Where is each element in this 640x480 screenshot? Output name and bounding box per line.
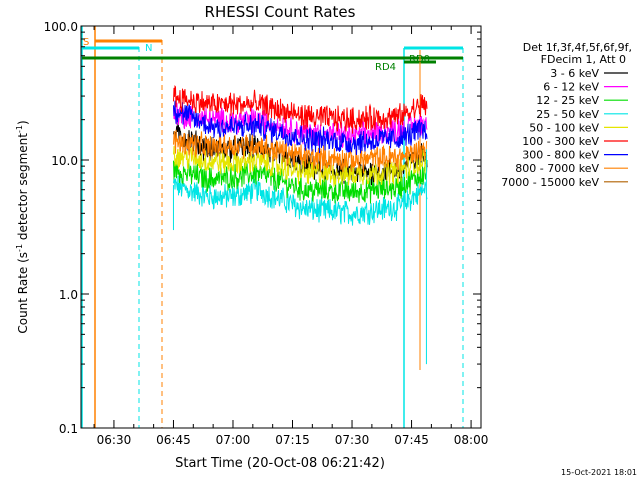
y-axis-label-part2: detector segment [16,133,30,244]
y-tick-label: 0.1 [59,422,78,436]
series-line-2 [173,159,428,204]
annotation-n: N [145,43,152,54]
y-tick-label: 1.0 [59,288,78,302]
annotation-rd4: RD4 [375,62,396,73]
series-line-6 [173,100,428,155]
legend: Det 1f,3f,4f,5f,6f,9f,FDecim 1, Att 03 -… [501,41,632,189]
legend-label: 25 - 50 keV [536,108,599,121]
y-axis-label: Count Rate (s-1 detector segment-1) [15,120,30,333]
timestamp: 15-Oct-2021 18:01 [561,468,637,477]
legend-label: 100 - 300 keV [522,135,599,148]
chart-title: RHESSI Count Rates [205,3,356,21]
y-axis-label-sup1: -1 [15,244,24,252]
legend-label: 12 - 25 keV [536,94,599,107]
series-line-3 [173,175,428,226]
series-line-5 [173,84,428,134]
y-axis-label-part3: ) [16,120,30,125]
legend-label: 7000 - 15000 keV [501,176,599,189]
legend-label: 300 - 800 keV [522,149,599,162]
plot-frame [80,25,482,429]
legend-label: 50 - 100 keV [529,121,599,134]
x-tick-label: 07:00 [216,433,251,447]
y-axis-label-part1: Count Rate (s [16,252,30,334]
x-tick-label: 06:45 [156,433,191,447]
x-tick-label: 07:30 [335,433,370,447]
x-tick-label: 07:45 [394,433,429,447]
annotation-s: S [83,37,89,48]
legend-label: 6 - 12 keV [543,81,599,94]
annotation-rd0: RD0 [409,54,430,65]
legend-header-line1: Det 1f,3f,4f,5f,6f,9f, [523,41,632,54]
x-tick-label: 06:30 [97,433,132,447]
x-axis-label: Start Time (20-Oct-08 06:21:42) [175,456,385,471]
legend-header-line2: FDecim 1, Att 0 [541,53,626,66]
series-line-7 [173,129,428,174]
x-tick-label: 08:00 [454,433,489,447]
y-axis-label-sup2: -1 [15,125,24,133]
y-tick-label: 10.0 [51,154,78,168]
legend-label: 800 - 7000 keV [515,162,599,175]
y-tick-label: 100.0 [44,20,78,34]
legend-label: 3 - 6 keV [550,67,599,80]
x-tick-label: 07:15 [275,433,310,447]
